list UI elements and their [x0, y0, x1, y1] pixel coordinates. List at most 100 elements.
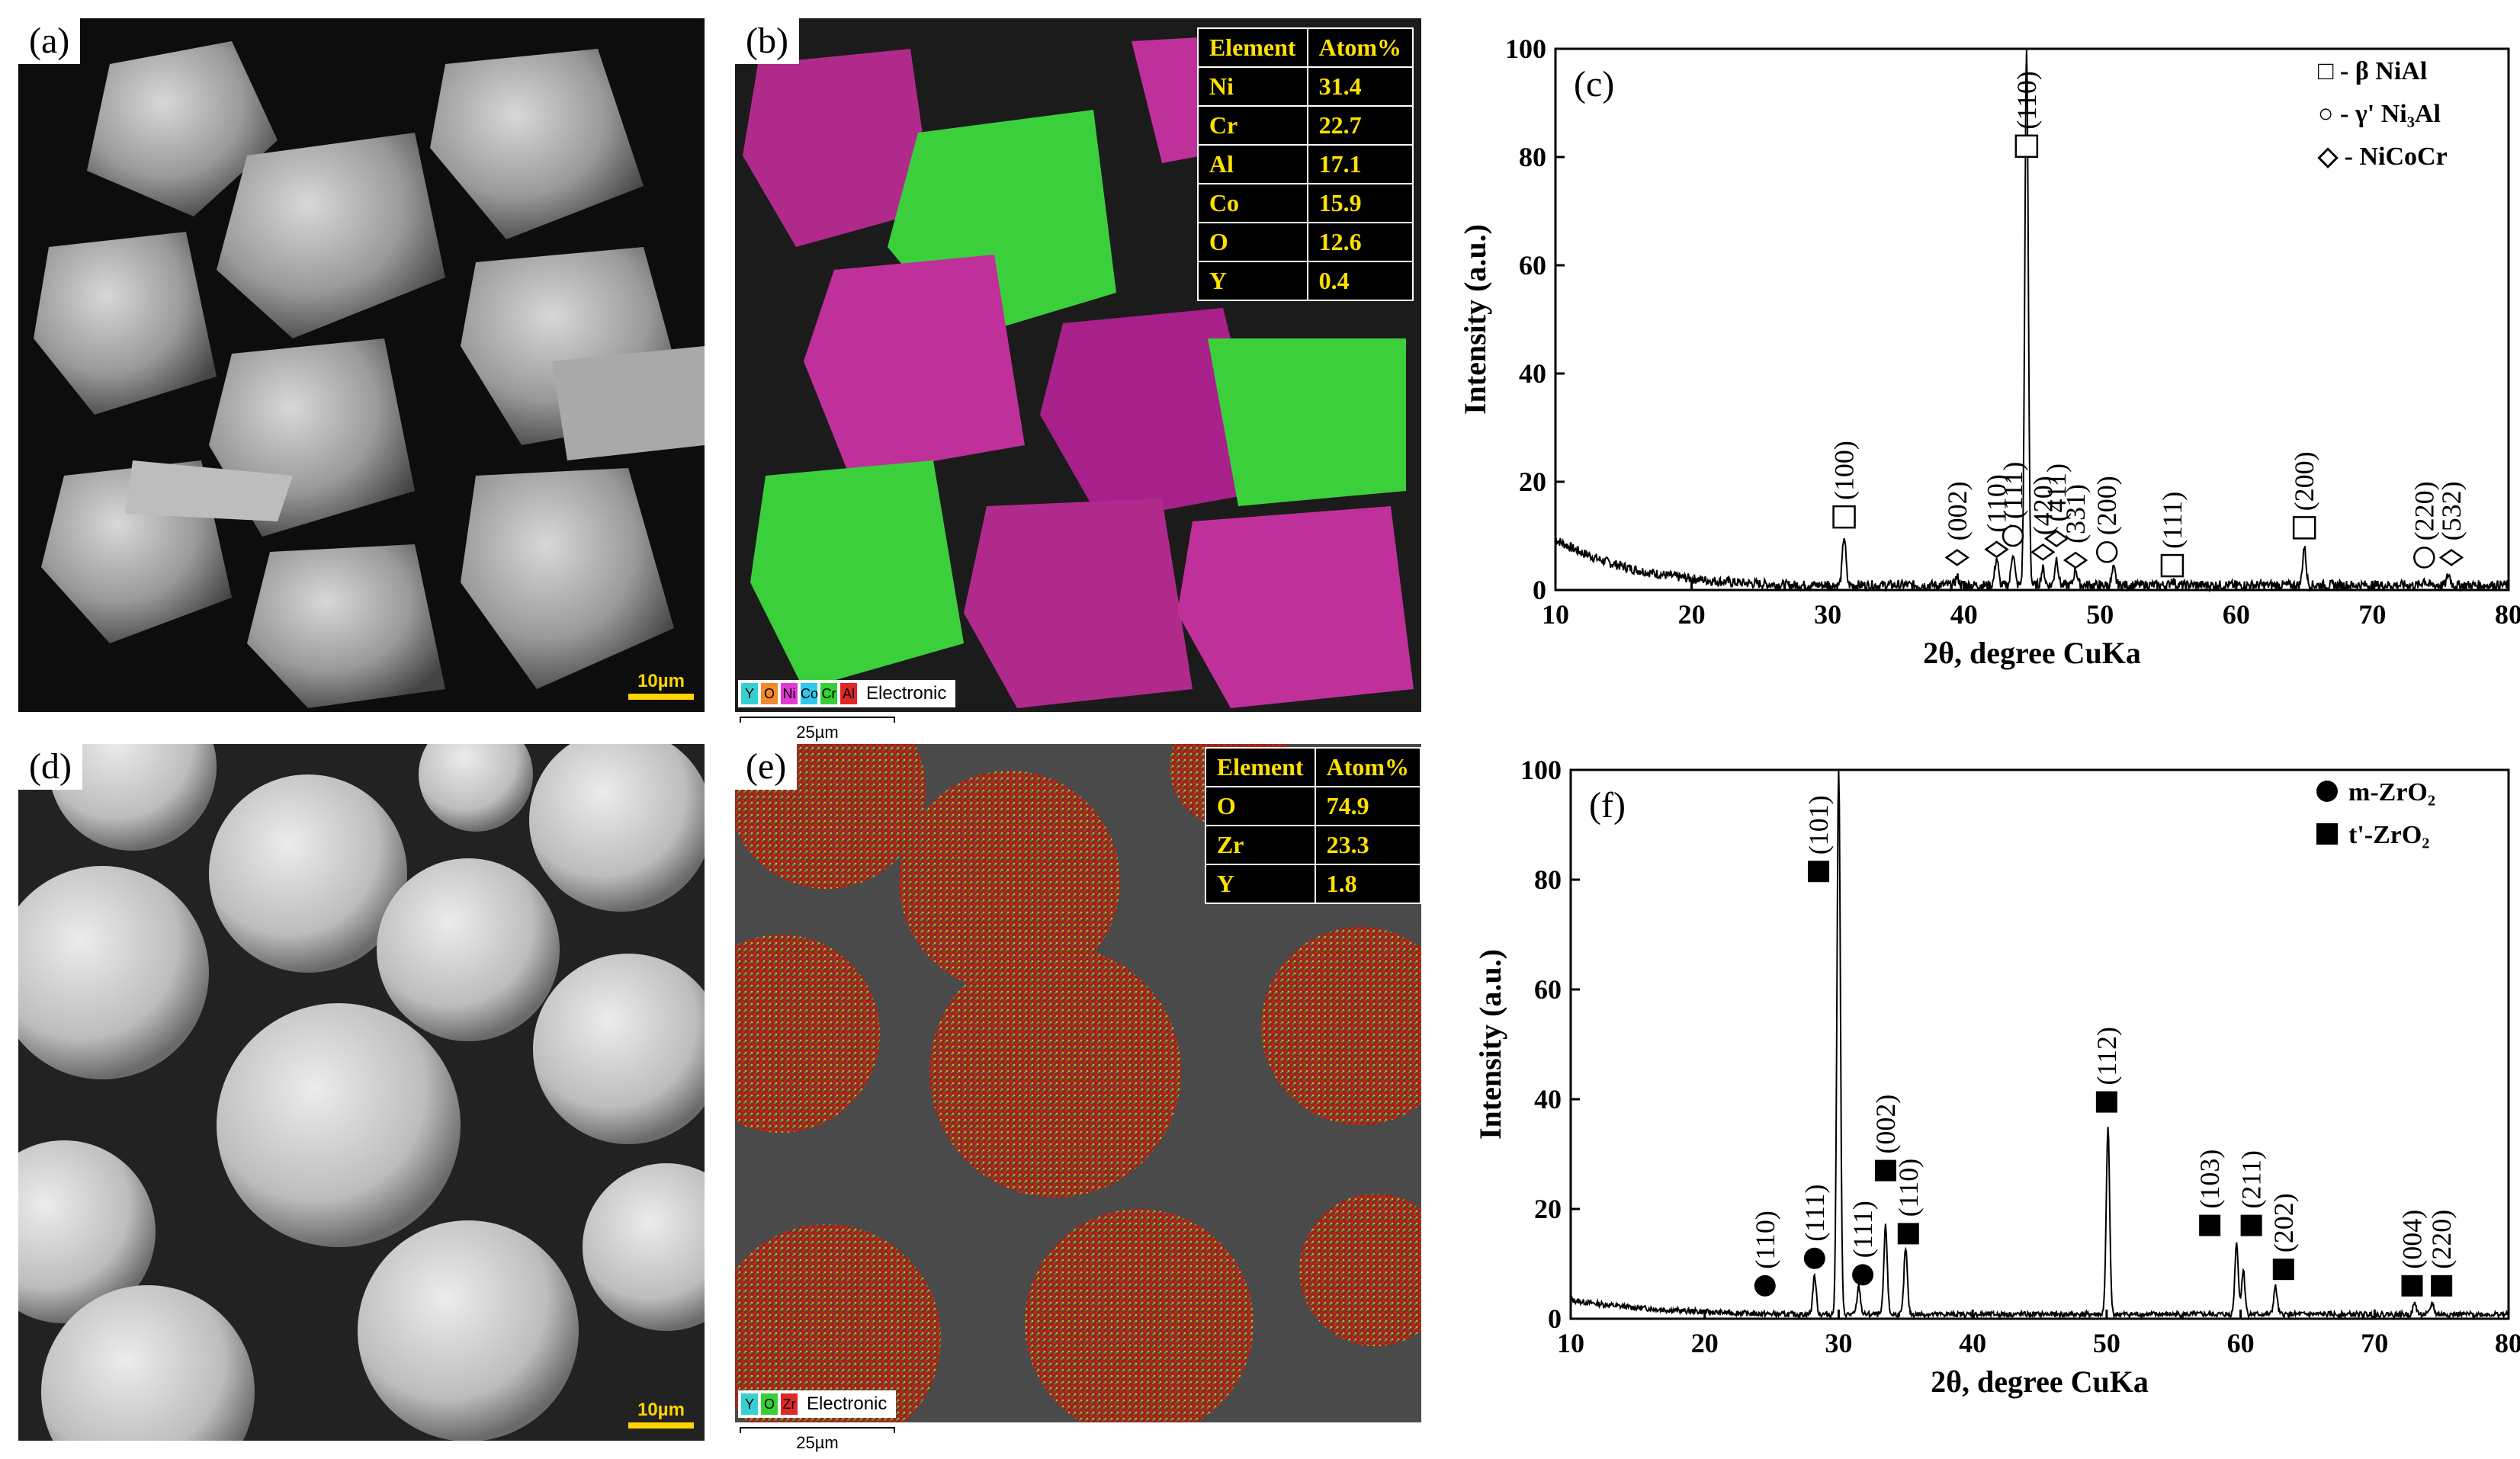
peak-index-label: (411) [2041, 463, 2072, 522]
square-marker [2292, 516, 2316, 540]
eds-b-value: 17.1 [1306, 144, 1414, 184]
x-tick-label: 80 [2495, 1328, 2520, 1358]
peak-index-label: (200) [2091, 476, 2122, 535]
eds-b-element: Y [1196, 261, 1308, 301]
x-tick-label: 70 [2358, 599, 2386, 630]
filled-square-marker [1897, 1223, 1919, 1245]
peak-index-label: (211) [2236, 1150, 2267, 1209]
x-tick-label: 80 [2495, 599, 2520, 630]
x-axis-label: 2θ, degree CuKa [1923, 636, 2141, 670]
chip-zr: Zr [781, 1393, 798, 1415]
filled-circle-marker [1754, 1275, 1776, 1297]
x-axis-label: 2θ, degree CuKa [1931, 1364, 2149, 1399]
filled-square-marker [1874, 1159, 1896, 1182]
eds-scale-b-line [740, 717, 895, 723]
y-tick-label: 20 [1534, 1194, 1562, 1224]
chip-y: Y [741, 683, 758, 704]
filled-square-marker [2240, 1214, 2262, 1236]
filled-circle-marker [1852, 1264, 1874, 1286]
eds-b-value: 22.7 [1306, 105, 1414, 146]
filled-square-marker [2095, 1091, 2117, 1113]
angular-particles-illustration [34, 41, 705, 708]
spherical-particles-illustration [18, 744, 705, 1441]
peak-index-label: (110) [2011, 71, 2042, 130]
x-tick-label: 50 [2093, 1328, 2120, 1358]
peak-index-label: (331) [2060, 484, 2091, 544]
peak-index-label: (420) [2027, 476, 2058, 535]
eds-b-value: 12.6 [1306, 222, 1414, 262]
y-tick-label: 60 [1519, 250, 1546, 281]
y-tick-label: 40 [1534, 1084, 1562, 1114]
eds-e-header-element: Element [1204, 747, 1316, 787]
eds-scale-b-text: 25µm [796, 723, 839, 742]
y-tick-label: 60 [1534, 974, 1562, 1005]
panel-label-e: (e) [735, 744, 798, 790]
filled-square-marker [2199, 1214, 2221, 1236]
diamond-marker [1944, 549, 1969, 566]
diamond-marker [2030, 543, 2056, 561]
eds-scale-e-text: 25µm [796, 1433, 839, 1452]
eds-e-header-atom: Atom% [1314, 747, 1421, 787]
plot-frame [1554, 47, 2510, 592]
y-axis-label: Intensity (a.u.) [1473, 949, 1507, 1140]
eds-e-value: 1.8 [1314, 864, 1421, 904]
peak-index-label: (002) [1942, 481, 1973, 540]
panel-c-xrd-chart: (c) 10 20 30 40 50 60 70 80 0 20 40 60 80 100 2θ, degre… [1458, 34, 2520, 670]
scale-bar-a: 10µm [628, 671, 694, 700]
eds-b-element-chips: Y O Ni Co Cr Al Electronic [738, 680, 956, 707]
chip-ni: Ni [781, 683, 798, 704]
panel-label-c: (c) [1574, 64, 1614, 104]
legend-entry: ◇ - NiCoCr [2317, 143, 2448, 171]
y-tick-label: 40 [1519, 358, 1546, 389]
eds-b-value: 31.4 [1306, 66, 1414, 107]
peak-index-label: (202) [2268, 1193, 2299, 1252]
circle-marker [2413, 547, 2435, 569]
peak-index-label: (200) [2289, 451, 2319, 511]
scale-bar-d-line [628, 1422, 694, 1429]
filled-square-marker [1808, 861, 1830, 883]
diamond-marker [2063, 551, 2088, 569]
eds-b-element: Co [1196, 183, 1308, 223]
chip-cr: Cr [820, 683, 837, 704]
filled-circle-marker [1803, 1247, 1825, 1269]
diamond-marker [1984, 540, 2009, 559]
x-tick-label: 60 [2223, 599, 2250, 630]
chip-o: O [761, 683, 778, 704]
y-tick-label: 0 [1533, 575, 1546, 605]
eds-scale-b: 25µm [740, 717, 895, 742]
peak-index-label: (111) [1998, 462, 2028, 519]
eds-e-value: 74.9 [1314, 786, 1421, 826]
panel-label-b: (b) [735, 18, 799, 64]
x-tick-label: 40 [1950, 599, 1978, 630]
panel-f-xrd-chart: (f) 10 20 30 40 50 60 70 80 0 20 40 60 80 100 2θ, degre… [1473, 755, 2520, 1399]
circle-marker [2095, 541, 2118, 563]
square-marker [2160, 553, 2185, 578]
peak-index-label: (002) [1870, 1095, 1901, 1154]
square-marker [2014, 134, 2039, 159]
panel-label-f: (f) [1589, 785, 1626, 826]
chip-al: Al [840, 683, 857, 704]
peak-index-label: (004) [2396, 1210, 2427, 1269]
y-axis-label: Intensity (a.u.) [1458, 224, 1492, 415]
peak-index-label: (532) [2436, 481, 2467, 540]
chip-y: Y [741, 1393, 758, 1415]
eds-table-b: Element Atom% Ni 31.4 Cr 22.7 Al 17.1 Co 15.… [1196, 27, 1414, 301]
eds-b-header-element: Element [1196, 27, 1308, 68]
legend-filled-square-marker [2316, 823, 2338, 845]
eds-map-b-illustration [743, 34, 1414, 708]
scale-bar-d-text: 10µm [637, 1400, 685, 1420]
eds-e-element: Zr [1204, 825, 1316, 865]
panel-e-eds-map: (e) Element Atom% O 74.9 Zr 23.3 Y 1.8 Y O … [735, 744, 1421, 1422]
legend-entry: □ - β NiAl [2318, 57, 2427, 85]
panel-b-eds-map: (b) Element Atom% Ni 31.4 Cr 22.7 Al 17.1 C… [735, 18, 1421, 712]
electronic-label-b: Electronic [866, 683, 947, 704]
eds-b-element: Al [1196, 144, 1308, 184]
eds-e-value: 23.3 [1314, 825, 1421, 865]
x-tick-label: 20 [1691, 1328, 1719, 1358]
peak-index-label: (220) [2426, 1210, 2457, 1269]
eds-table-e: Element Atom% O 74.9 Zr 23.3 Y 1.8 [1204, 747, 1421, 904]
circle-marker [2002, 524, 2024, 547]
peak-index-label: (220) [2409, 481, 2439, 540]
filled-square-marker [2401, 1275, 2423, 1297]
eds-e-element: Y [1204, 864, 1316, 904]
